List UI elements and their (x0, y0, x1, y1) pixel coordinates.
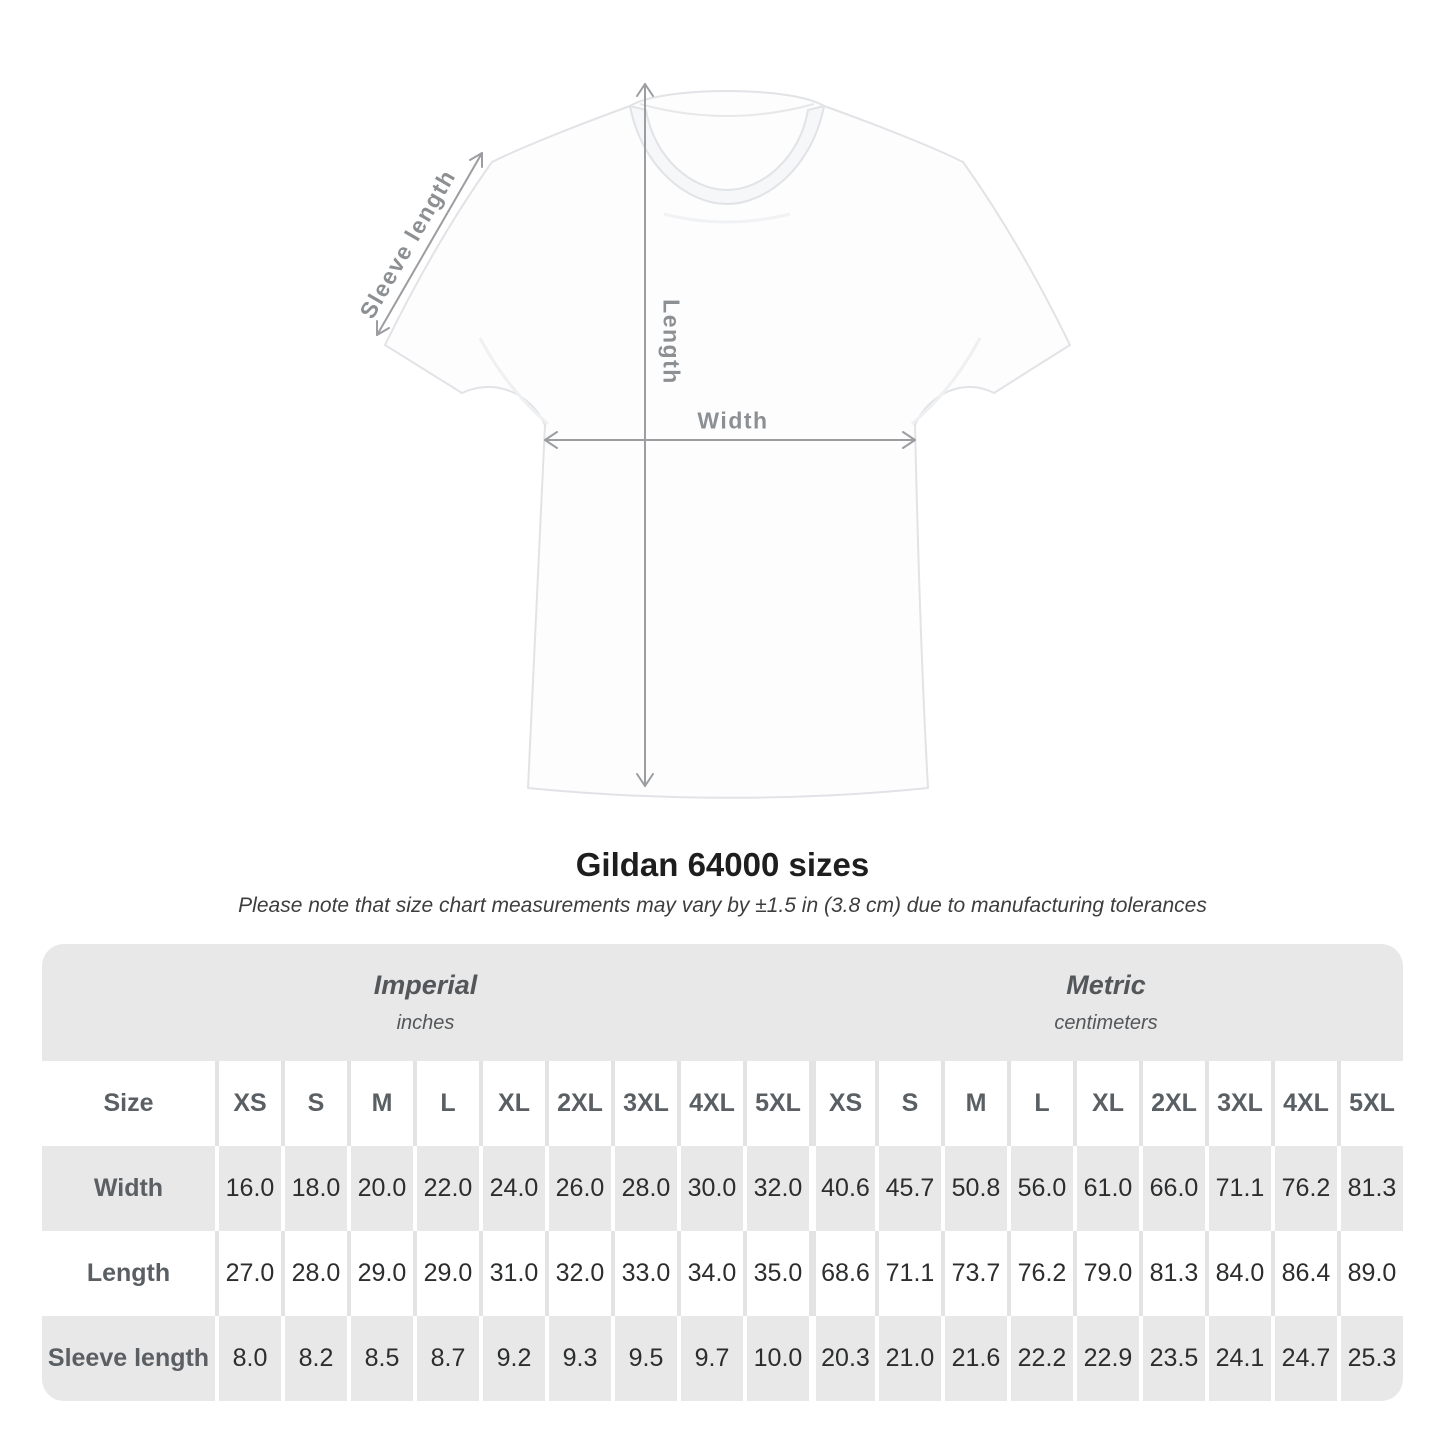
size-col-header-imperial: 5XL (743, 1061, 809, 1146)
table-cell-metric: 24.7 (1271, 1316, 1337, 1401)
size-col-header-metric: 3XL (1205, 1061, 1271, 1146)
width-arrow (544, 431, 916, 449)
tshirt-creases (478, 212, 982, 426)
table-cell-imperial: 29.0 (347, 1231, 413, 1316)
table-cell-imperial: 29.0 (413, 1231, 479, 1316)
table-cell-imperial: 26.0 (545, 1146, 611, 1231)
table-cell-metric: 71.1 (875, 1231, 941, 1316)
table-cell-metric: 68.6 (809, 1231, 875, 1316)
table-cell-imperial: 28.0 (281, 1231, 347, 1316)
size-col-header-metric: XL (1073, 1061, 1139, 1146)
table-cell-imperial: 27.0 (215, 1231, 281, 1316)
metric-group-label: Metric (1066, 970, 1146, 1000)
table-cell-metric: 20.3 (809, 1316, 875, 1401)
size-table: Imperial inches Metric centimeters Size X… (42, 944, 1403, 1401)
width-label: Width (697, 407, 769, 434)
metric-group-header: Metric centimeters (809, 944, 1403, 1061)
table-cell-metric: 81.3 (1337, 1146, 1403, 1231)
row-label: Sleeve length (42, 1316, 215, 1401)
size-col-header-imperial: 2XL (545, 1061, 611, 1146)
tshirt-back-collar-line (639, 103, 815, 117)
size-col-header-metric: 2XL (1139, 1061, 1205, 1146)
size-col-header-imperial: 3XL (611, 1061, 677, 1146)
page-title: Gildan 64000 sizes (575, 846, 870, 883)
tshirt-collar (629, 105, 825, 205)
size-col-header-metric: 4XL (1271, 1061, 1337, 1146)
table-cell-metric: 73.7 (941, 1231, 1007, 1316)
size-col-header-imperial: L (413, 1061, 479, 1146)
table-cell-metric: 76.2 (1271, 1146, 1337, 1231)
table-cell-metric: 66.0 (1139, 1146, 1205, 1231)
table-cell-imperial: 8.5 (347, 1316, 413, 1401)
table-cell-metric: 61.0 (1073, 1146, 1139, 1231)
table-cell-metric: 71.1 (1205, 1146, 1271, 1231)
tshirt-image (376, 83, 1071, 799)
table-cell-imperial: 8.0 (215, 1316, 281, 1401)
table-cell-imperial: 33.0 (611, 1231, 677, 1316)
size-col-header-metric: M (941, 1061, 1007, 1146)
table-cell-metric: 56.0 (1007, 1146, 1073, 1231)
size-col-header-metric: L (1007, 1061, 1073, 1146)
table-cell-imperial: 32.0 (743, 1146, 809, 1231)
table-cell-imperial: 30.0 (677, 1146, 743, 1231)
table-cell-imperial: 8.2 (281, 1316, 347, 1401)
size-row-label: Size (42, 1061, 215, 1146)
table-cell-imperial: 31.0 (479, 1231, 545, 1316)
table-cell-imperial: 18.0 (281, 1146, 347, 1231)
table-cell-imperial: 8.7 (413, 1316, 479, 1401)
table-cell-metric: 76.2 (1007, 1231, 1073, 1316)
table-cell-metric: 81.3 (1139, 1231, 1205, 1316)
table-cell-metric: 45.7 (875, 1146, 941, 1231)
size-col-header-metric: 5XL (1337, 1061, 1403, 1146)
table-cell-imperial: 35.0 (743, 1231, 809, 1316)
table-cell-metric: 25.3 (1337, 1316, 1403, 1401)
table-cell-metric: 22.2 (1007, 1316, 1073, 1401)
imperial-group-label: Imperial (373, 970, 478, 1000)
table-cell-imperial: 28.0 (611, 1146, 677, 1231)
table-cell-metric: 24.1 (1205, 1316, 1271, 1401)
size-col-header-metric: XS (809, 1061, 875, 1146)
size-col-header-imperial: S (281, 1061, 347, 1146)
table-cell-imperial: 9.3 (545, 1316, 611, 1401)
table-cell-metric: 84.0 (1205, 1231, 1271, 1316)
imperial-group-header: Imperial inches (42, 944, 809, 1061)
tolerance-note: Please note that size chart measurements… (238, 894, 1207, 917)
length-label: Length (658, 299, 685, 385)
table-cell-imperial: 34.0 (677, 1231, 743, 1316)
length-arrow (636, 83, 654, 787)
table-cell-metric: 86.4 (1271, 1231, 1337, 1316)
size-col-header-metric: S (875, 1061, 941, 1146)
table-cell-imperial: 32.0 (545, 1231, 611, 1316)
table-cell-imperial: 22.0 (413, 1146, 479, 1231)
size-col-header-imperial: XS (215, 1061, 281, 1146)
row-label: Width (42, 1146, 215, 1231)
size-col-header-imperial: 4XL (677, 1061, 743, 1146)
table-cell-metric: 21.6 (941, 1316, 1007, 1401)
table-cell-imperial: 20.0 (347, 1146, 413, 1231)
tshirt-body (384, 90, 1071, 799)
table-cell-imperial: 9.7 (677, 1316, 743, 1401)
table-cell-imperial: 10.0 (743, 1316, 809, 1401)
imperial-group-units: inches (396, 1012, 455, 1034)
table-cell-imperial: 9.5 (611, 1316, 677, 1401)
table-cell-imperial: 24.0 (479, 1146, 545, 1231)
table-cell-metric: 22.9 (1073, 1316, 1139, 1401)
table-cell-metric: 40.6 (809, 1146, 875, 1231)
sleeve-length-arrow (376, 152, 483, 336)
table-cell-metric: 23.5 (1139, 1316, 1205, 1401)
size-col-header-imperial: XL (479, 1061, 545, 1146)
table-cell-metric: 89.0 (1337, 1231, 1403, 1316)
table-cell-imperial: 9.2 (479, 1316, 545, 1401)
table-cell-metric: 50.8 (941, 1146, 1007, 1231)
table-cell-metric: 21.0 (875, 1316, 941, 1401)
row-label: Length (42, 1231, 215, 1316)
table-cell-imperial: 16.0 (215, 1146, 281, 1231)
metric-group-units: centimeters (1054, 1012, 1158, 1034)
size-col-header-imperial: M (347, 1061, 413, 1146)
table-cell-metric: 79.0 (1073, 1231, 1139, 1316)
